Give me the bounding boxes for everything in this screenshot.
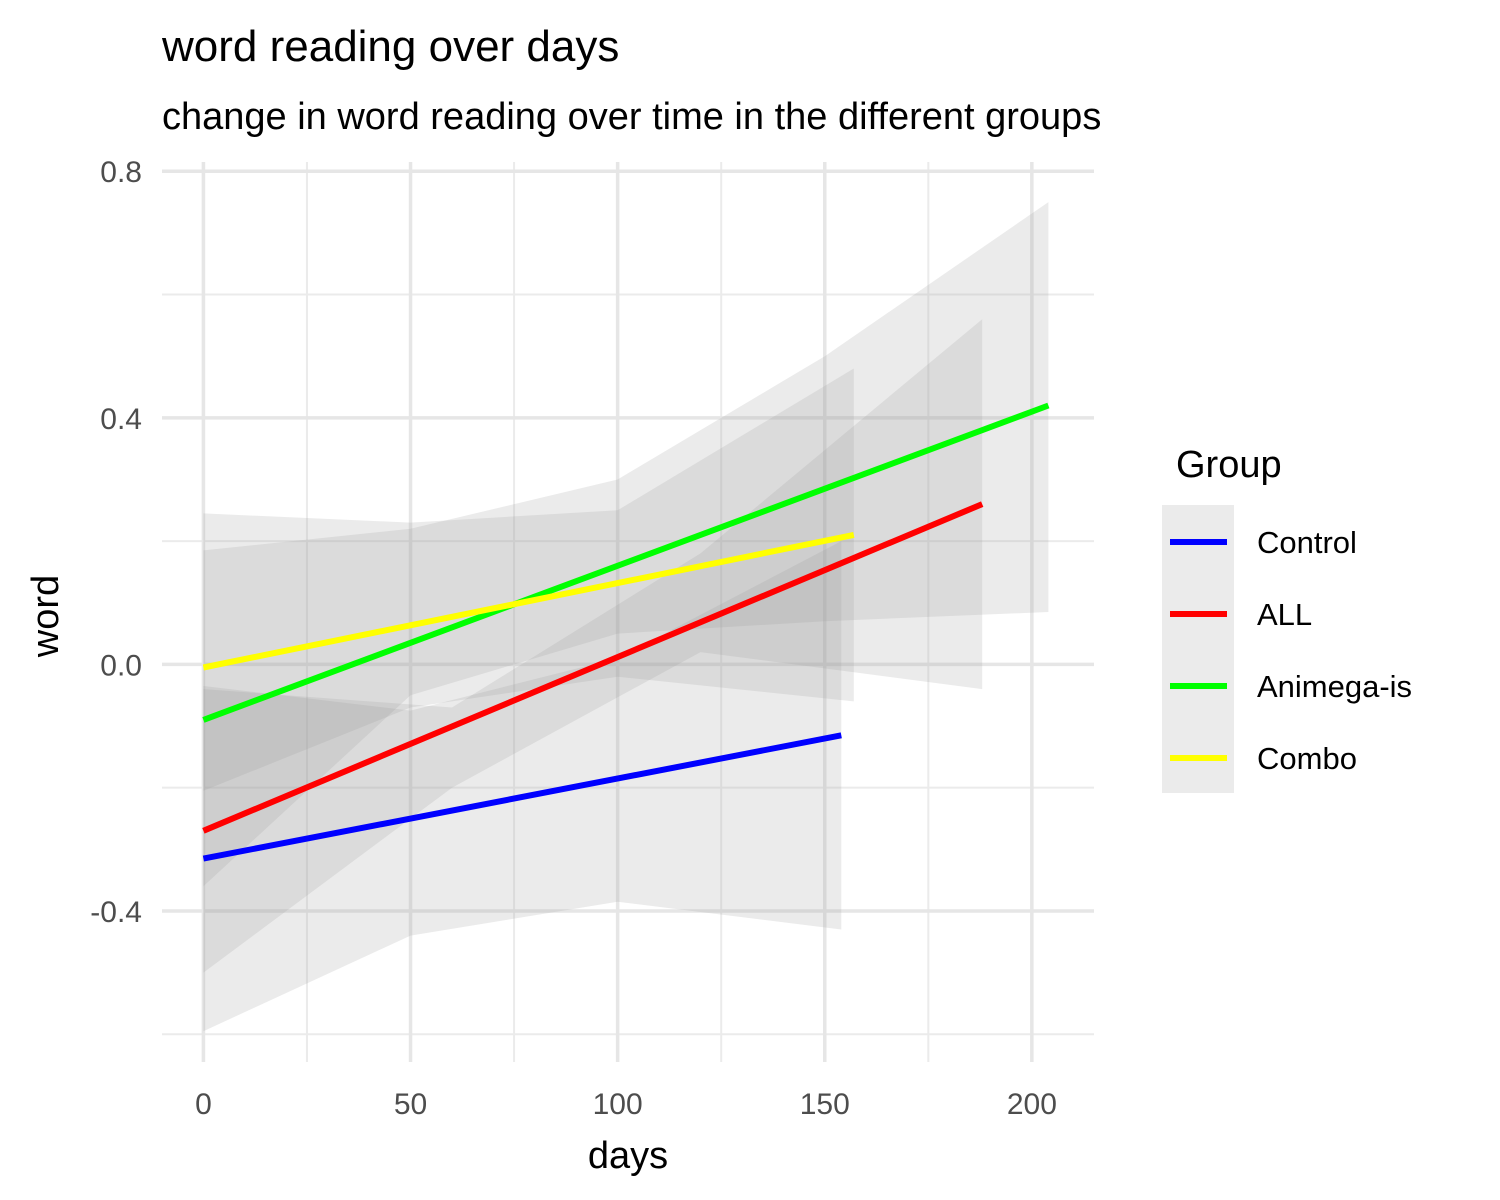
confidence-band-all (203, 319, 983, 973)
confidence-band-animega-is (203, 202, 1049, 887)
x-axis-ticks: 0 50 100 150 200 (195, 1088, 1057, 1121)
legend-key-background (1162, 505, 1234, 793)
legend-label-combo: Combo (1257, 741, 1357, 776)
y-tick-label: -0.4 (90, 896, 142, 929)
x-tick-label: 0 (195, 1088, 212, 1121)
y-axis-ticks: -0.4 0.0 0.4 0.8 (90, 156, 142, 929)
series-line-control (202, 732, 842, 862)
x-tick-label: 200 (1007, 1088, 1057, 1121)
chart-subtitle: change in word reading over time in the … (162, 96, 1102, 138)
grid-lines (162, 162, 1094, 1062)
y-tick-label: 0.0 (100, 649, 142, 682)
y-tick-label: 0.4 (100, 403, 142, 436)
series-line-animega-is (202, 402, 1050, 723)
confidence-band-combo (203, 368, 854, 791)
y-axis-title: word (25, 575, 67, 658)
series-line-combo (202, 531, 855, 671)
x-axis-title: days (588, 1135, 668, 1177)
legend-label-control: Control (1257, 525, 1357, 560)
confidence-band-control (203, 541, 842, 1032)
confidence-bands (203, 202, 1049, 1032)
x-tick-label: 50 (394, 1088, 427, 1121)
legend-label-all: ALL (1257, 597, 1312, 632)
x-tick-label: 150 (800, 1088, 850, 1121)
legend-label-animega-is: Animega-is (1257, 669, 1412, 704)
x-tick-label: 100 (593, 1088, 643, 1121)
series-line-all (202, 501, 984, 834)
chart-title: word reading over days (162, 22, 620, 71)
y-tick-label: 0.8 (100, 156, 142, 189)
legend-title: Group (1176, 444, 1282, 486)
series-lines (202, 402, 1050, 862)
legend: Group Control ALL Animega-is Combo (1162, 444, 1412, 793)
